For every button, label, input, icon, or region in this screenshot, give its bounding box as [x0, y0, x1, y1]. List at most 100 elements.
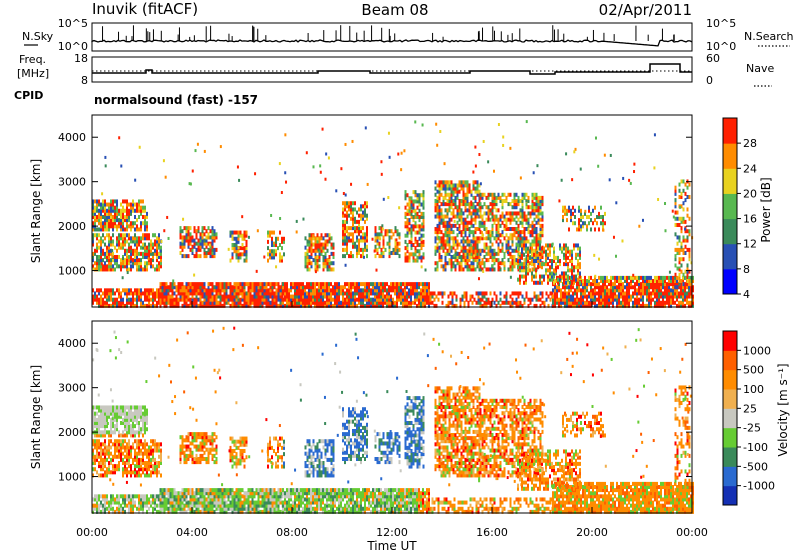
heatmap-cell: [479, 208, 482, 213]
heatmap-cell: [122, 288, 124, 293]
heatmap-cell: [604, 294, 606, 299]
heatmap-cell: [314, 282, 316, 287]
heatmap-cell: [279, 243, 281, 247]
heatmap-cell: [106, 202, 108, 207]
heatmap-cell: [678, 285, 680, 290]
heatmap-cell: [354, 226, 356, 231]
heatmap-cell: [114, 245, 116, 250]
heatmap-cell: [606, 285, 608, 290]
heatmap-cell: [279, 288, 282, 293]
heatmap-cell: [286, 291, 288, 296]
heatmap-cell: [267, 246, 269, 251]
heatmap-cell: [640, 282, 642, 287]
heatmap-cell: [144, 500, 146, 505]
heatmap-cell: [531, 246, 533, 251]
heatmap-cell: [628, 285, 630, 290]
heatmap-cell: [468, 220, 471, 225]
heatmap-cell: [523, 195, 526, 200]
heatmap-cell: [495, 258, 498, 263]
heatmap-cell: [98, 509, 100, 514]
heatmap-cell: [450, 264, 453, 269]
heatmap-cell: [493, 261, 496, 266]
heatmap-cell: [416, 249, 419, 254]
heatmap-cell: [120, 303, 122, 308]
heatmap-cell: [112, 264, 114, 269]
heatmap-cell: [487, 300, 490, 305]
heatmap-cell: [263, 294, 266, 299]
heatmap-cell: [108, 221, 110, 226]
heatmap-cell: [140, 258, 142, 263]
heatmap-cell: [100, 297, 102, 302]
heatmap-cell: [491, 192, 494, 197]
heatmap-cell: [545, 297, 548, 302]
heatmap-cell: [207, 288, 210, 293]
heatmap-cell: [626, 282, 628, 287]
heatmap-cell: [602, 291, 604, 296]
heatmap-cell: [100, 500, 102, 505]
cpid-label: CPID: [14, 89, 43, 102]
heatmap-cell: [94, 506, 96, 511]
heatmap-speck: [481, 233, 484, 237]
heatmap-cell: [100, 264, 102, 269]
heatmap-cell: [650, 297, 652, 302]
heatmap-cell: [450, 195, 453, 200]
heatmap-cell: [555, 268, 557, 273]
heatmap-cell: [590, 218, 592, 223]
power-colorbar-frame: [722, 117, 738, 295]
heatmap-cell: [120, 215, 122, 219]
heatmap-cell: [366, 247, 368, 252]
heatmap-cell: [572, 221, 574, 226]
heatmap-cell: [561, 249, 563, 254]
heatmap-cell: [249, 282, 252, 287]
heatmap-cell: [110, 503, 112, 508]
heatmap-cell: [474, 217, 477, 222]
heatmap-cell: [108, 264, 110, 269]
heatmap-cell: [501, 205, 504, 210]
heatmap-cell: [469, 294, 472, 299]
heatmap-cell: [163, 303, 166, 308]
heatmap-cell: [612, 288, 614, 293]
heatmap-cell: [146, 251, 148, 256]
heatmap-cell: [456, 183, 459, 188]
heatmap-cell: [464, 261, 467, 266]
heatmap-cell: [678, 303, 680, 308]
power-ytick-label: 3000: [58, 176, 86, 189]
heatmap-cell: [298, 288, 300, 293]
heatmap-cell: [110, 261, 112, 266]
heatmap-cell: [156, 267, 158, 272]
freq-right-tick-top: 60: [706, 52, 720, 65]
heatmap-cell: [310, 297, 312, 302]
heatmap-cell: [539, 202, 542, 207]
heatmap-cell: [553, 255, 555, 260]
heatmap-cell: [92, 497, 94, 502]
heatmap-speck: [571, 178, 574, 182]
heatmap-cell: [209, 300, 212, 305]
heatmap-cell: [356, 238, 358, 243]
heatmap-cell: [142, 267, 144, 272]
heatmap-cell: [533, 252, 535, 257]
heatmap-cell: [122, 224, 124, 229]
heatmap-cell: [604, 279, 606, 283]
heatmap-cell: [507, 192, 510, 197]
heatmap-cell: [201, 244, 204, 249]
heatmap-cell: [332, 242, 335, 247]
heatmap-cell: [225, 285, 228, 290]
heatmap-cell: [98, 503, 100, 508]
heatmap-cell: [672, 282, 674, 287]
heatmap-cell: [440, 180, 443, 185]
heatmap-cell: [680, 195, 683, 199]
heatmap-cell: [648, 291, 650, 296]
heatmap-cell: [191, 251, 194, 255]
heatmap-cell: [362, 297, 364, 302]
heatmap-cell: [592, 288, 594, 293]
heatmap-cell: [501, 242, 504, 247]
heatmap-cell: [306, 251, 309, 256]
heatmap-cell: [140, 500, 142, 505]
heatmap-cell: [678, 195, 681, 199]
heatmap-cell: [618, 279, 620, 283]
heatmap-cell: [213, 232, 216, 237]
heatmap-cell: [638, 288, 640, 293]
heatmap-speck: [270, 213, 273, 217]
heatmap-cell: [346, 238, 348, 243]
heatmap-cell: [414, 246, 417, 251]
